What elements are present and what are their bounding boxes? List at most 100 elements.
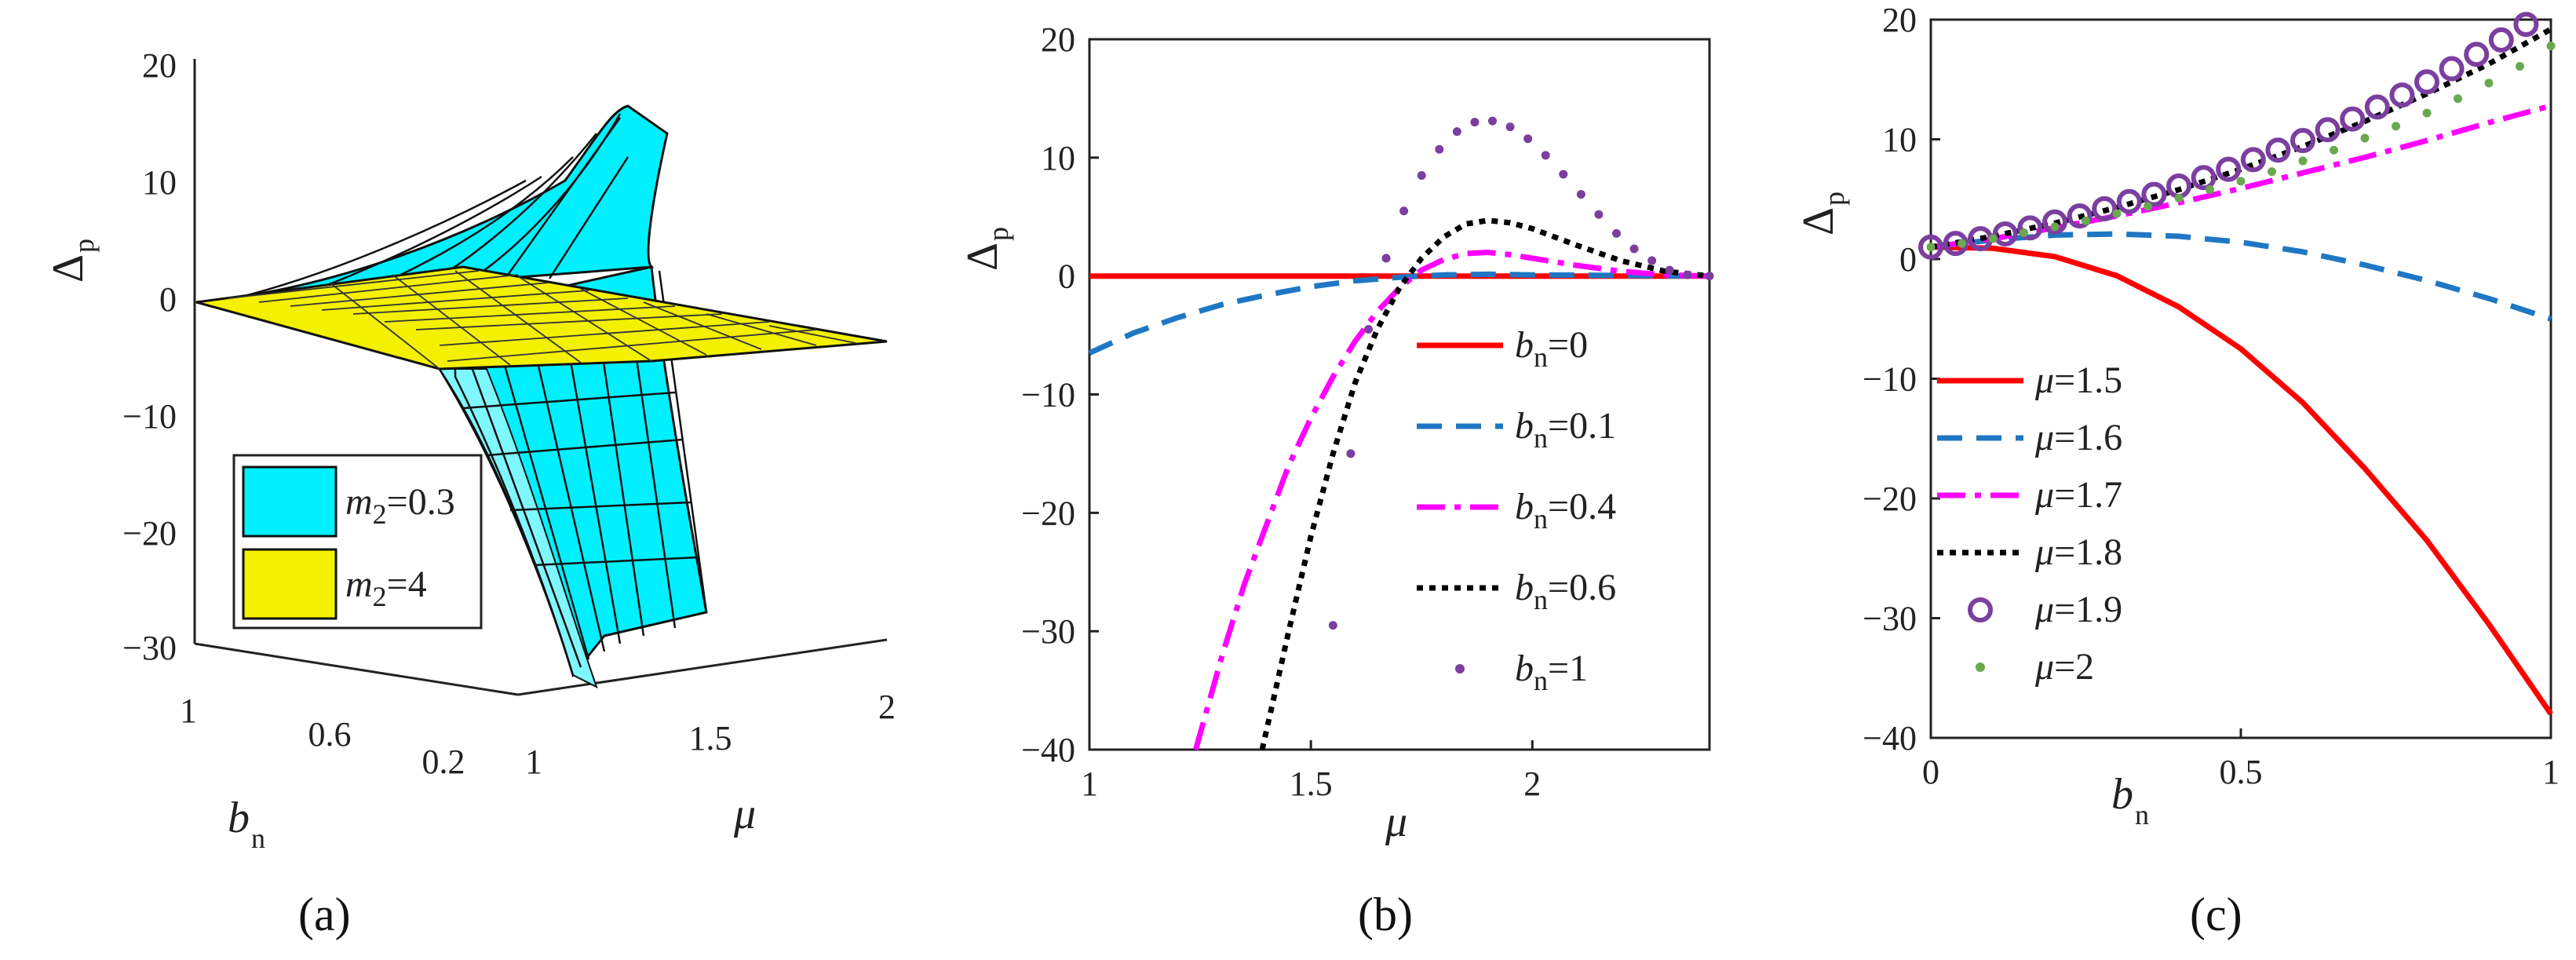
y-tick-label: 10 xyxy=(1882,121,1917,159)
legend-marker-bn-1 xyxy=(1455,664,1465,673)
legend-entry-m2-0.3: m2=0.3 xyxy=(345,481,455,530)
series-point-bn-1 xyxy=(1452,127,1461,137)
y-tick-label: 20 xyxy=(1041,20,1075,59)
series-point-bn-1 xyxy=(1523,134,1533,144)
svg-text:p: p xyxy=(983,227,1014,241)
series-point-bn-1 xyxy=(1488,116,1497,126)
legend-label-bn-0: bn=0 xyxy=(1515,324,1588,373)
series-marker--1-9 xyxy=(2439,56,2465,82)
series-point-bn-1 xyxy=(1576,190,1585,199)
mu-axis-line xyxy=(517,638,888,696)
series-point-bn-1 xyxy=(1665,265,1674,275)
z-tick-group: 20 10 0 −10 −20 −30 xyxy=(122,46,177,667)
series-point-bn-1 xyxy=(1328,621,1337,630)
series-marker--1-9 xyxy=(2364,94,2390,120)
legend-swatch-yellow xyxy=(242,548,338,620)
svg-text:p: p xyxy=(1819,192,1850,206)
series-line--1-7 xyxy=(1930,103,2552,250)
series-point--2 xyxy=(2330,145,2338,155)
x-axis-label-c: b n xyxy=(2111,770,2149,830)
series-point-bn-1 xyxy=(1381,254,1391,263)
svg-text:Δ: Δ xyxy=(44,254,93,283)
z-tick-label: −30 xyxy=(122,629,177,667)
legend-panel-c: μ=1.5 μ=1.6 μ=1.7 μ=1.8 μ=1.9 μ=2 xyxy=(1937,360,2122,688)
series-point--2 xyxy=(2174,193,2184,203)
surface-m2-4 xyxy=(195,265,888,370)
x-tick-label: 1 xyxy=(1081,765,1098,803)
svg-text:p: p xyxy=(68,239,100,253)
series-point-bn-1 xyxy=(1683,270,1692,279)
series-point-bn-1 xyxy=(1364,325,1373,334)
series-point--2 xyxy=(1988,234,1998,243)
panel-label-b: (b) xyxy=(1358,889,1413,940)
z-tick-label: −20 xyxy=(122,514,177,553)
bn-tick-label: 0.2 xyxy=(422,743,465,781)
legend-marker--1-9 xyxy=(1968,597,1993,622)
y-tick-label: 0 xyxy=(1899,240,1917,279)
series-point-bn-1 xyxy=(1346,449,1356,458)
legend-label--1-9: μ=1.9 xyxy=(2034,589,2122,630)
series-point--2 xyxy=(2144,202,2152,211)
y-tick-label: −30 xyxy=(1863,600,1917,638)
series-point--2 xyxy=(2546,42,2556,51)
series-point--2 xyxy=(2298,156,2308,166)
svg-text:b: b xyxy=(228,794,250,842)
legend-label--1-8: μ=1.8 xyxy=(2034,531,2122,573)
y-axis-label-b: Δ p xyxy=(958,227,1014,271)
y-tick-label: 20 xyxy=(1882,1,1917,39)
series-point--2 xyxy=(2360,133,2370,143)
y-tick-label: −10 xyxy=(1021,376,1075,414)
svg-text:b: b xyxy=(2111,770,2133,819)
series-marker--1-9 xyxy=(2067,203,2093,229)
y-tick-label: −40 xyxy=(1021,731,1075,769)
series-point--2 xyxy=(2454,94,2462,104)
series-point--2 xyxy=(2206,185,2214,195)
legend-label-bn-0-1: bn=0.1 xyxy=(1515,405,1616,454)
series-point--2 xyxy=(2082,216,2090,225)
series-point--2 xyxy=(1958,239,1966,248)
y-tick-label: −20 xyxy=(1863,480,1917,518)
series-marker--1-9 xyxy=(2042,209,2067,235)
series-marker--1-9 xyxy=(2290,128,2315,154)
series-marker--1-9 xyxy=(2340,106,2366,132)
legend-label--1-7: μ=1.7 xyxy=(2034,474,2122,516)
series-point-bn-1 xyxy=(1594,210,1604,219)
series-marker--1-9 xyxy=(2240,147,2266,173)
series-marker--1-9 xyxy=(2488,27,2514,53)
z-tick-label: 10 xyxy=(142,163,177,202)
svg-text:n: n xyxy=(251,823,265,854)
series-point--2 xyxy=(2392,122,2400,131)
legend-marker--2 xyxy=(1976,663,1985,672)
series-line-bn-0-6 xyxy=(1259,217,1710,750)
series-marker--1-9 xyxy=(2141,181,2167,207)
bn-axis-line xyxy=(194,642,519,696)
series-point--2 xyxy=(2020,228,2028,237)
series-marker--1-9 xyxy=(2191,165,2217,191)
series-point--2 xyxy=(2516,61,2524,71)
y-tick-label: −10 xyxy=(1863,360,1917,399)
series-group-b xyxy=(1088,116,1714,750)
y-tick-label: 10 xyxy=(1041,139,1075,177)
series-marker--1-9 xyxy=(2389,82,2415,108)
legend-label--1-5: μ=1.5 xyxy=(2034,360,2122,401)
legend-panel-b: bn=0 bn=0.1 bn=0.4 bn=0.6 bn=1 xyxy=(1417,324,1616,696)
x-tick-label: 2 xyxy=(1523,765,1541,803)
series-marker--1-9 xyxy=(2513,12,2539,38)
series-marker--1-9 xyxy=(1918,234,1943,260)
y-axis-label-c: Δ p xyxy=(1794,192,1850,235)
y-tick-label: 0 xyxy=(1058,257,1075,296)
series-point-bn-1 xyxy=(1435,144,1444,154)
panel-a-surface-plot: 20 10 0 −10 −20 −30 1 0.6 0.2 1 1.5 2 Δ … xyxy=(44,46,896,940)
bn-tick-label: 0.6 xyxy=(308,715,352,754)
series-line--1-6 xyxy=(1930,231,2552,322)
legend-panel-a: m2=0.3 m2=4 xyxy=(232,454,483,630)
x-axis-label-b: μ xyxy=(1385,798,1407,846)
bn-tick-label: 1 xyxy=(180,692,197,730)
series-point-bn-1 xyxy=(1559,170,1568,179)
series-point--2 xyxy=(2484,78,2494,88)
plot-frame-b xyxy=(1088,38,1711,751)
series-point-bn-1 xyxy=(1399,206,1409,216)
